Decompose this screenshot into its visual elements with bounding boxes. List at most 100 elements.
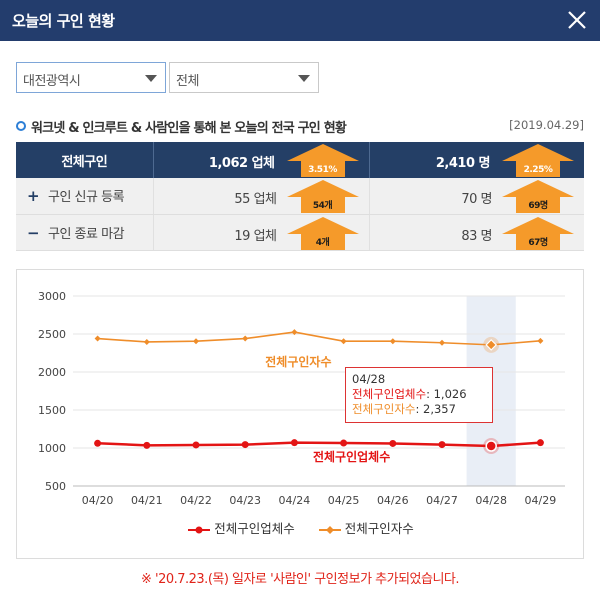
new-people-cell: 70 명 69명 (369, 178, 584, 215)
y-tick-label: 1500 (38, 404, 66, 417)
up-arrow-icon: 2.25% (502, 144, 574, 177)
data-point (438, 441, 446, 449)
closed-companies: 19 업체 (234, 228, 277, 244)
data-point (242, 335, 249, 342)
x-tick-label: 04/24 (279, 494, 311, 507)
new-companies-delta: 54개 (312, 201, 333, 211)
data-point (537, 337, 544, 344)
line-chart-plot: 3000 2500 2000 1500 1000 500 04/20 04/21 04/22 04… (38, 290, 565, 507)
new-companies: 55 업체 (234, 192, 277, 207)
series-annotation-people: 전체구인자수 (265, 354, 331, 369)
total-companies-cell: 1,062 업체 3.51% (153, 142, 370, 178)
data-point (94, 335, 101, 342)
x-tick-label: 04/25 (328, 494, 360, 507)
closed-people: 83 명 (461, 228, 492, 244)
row-label-closed: − 구인 종료 마감 (16, 214, 154, 251)
x-tick-label: 04/20 (82, 494, 114, 507)
section-title: 워크넷 & 인크루트 & 사람인을 통해 본 오늘의 전국 구인 현황 (31, 121, 347, 136)
total-people-cell: 2,410 명 2.25% (369, 142, 584, 178)
data-point (94, 439, 102, 447)
x-tick-label: 04/26 (377, 494, 409, 507)
region-select[interactable]: 대전광역시 (16, 62, 166, 93)
region-select-value: 대전광역시 (23, 74, 81, 89)
type-select[interactable]: 전체 (169, 62, 319, 93)
row-label-new: + 구인 신규 등록 (16, 178, 154, 215)
report-date: [2019.04.29] (509, 118, 584, 132)
type-select-value: 전체 (176, 74, 199, 89)
section-header: 워크넷 & 인크루트 & 사람인을 통해 본 오늘의 전국 구인 현황 [201… (16, 117, 584, 136)
row-label-text: 구인 신규 등록 (48, 190, 125, 206)
chart-tooltip: 04/28 전체구인업체수: 1,026 전체구인자수: 2,357 (345, 367, 493, 423)
table-row: + 구인 신규 등록 55 업체 54개 70 명 69명 (16, 178, 584, 215)
trend-chart: 3000 2500 2000 1500 1000 500 04/20 04/21 04/22 04… (16, 269, 584, 559)
closed-companies-delta: 4개 (315, 237, 330, 248)
total-people: 2,410 명 (435, 156, 491, 171)
x-tick-label: 04/23 (229, 494, 261, 507)
table-row: − 구인 종료 마감 19 업체 4개 83 명 67명 (16, 214, 584, 251)
new-companies-cell: 55 업체 54개 (153, 178, 370, 215)
up-arrow-icon: 67명 (502, 216, 574, 250)
close-icon[interactable] (562, 5, 592, 35)
up-arrow-icon: 4개 (286, 216, 359, 250)
up-arrow-icon: 54개 (286, 180, 359, 213)
x-tick-label: 04/22 (180, 494, 212, 507)
total-label: 전체구인 (16, 142, 154, 178)
minus-icon: − (26, 223, 40, 242)
y-tick-label: 2000 (38, 366, 66, 379)
data-point (192, 441, 200, 449)
data-point (193, 338, 199, 345)
data-point (143, 338, 150, 345)
new-people-delta: 69명 (528, 201, 548, 211)
y-tick-label: 1000 (38, 442, 66, 455)
series-line-1 (97, 441, 541, 448)
chevron-down-icon (145, 75, 157, 82)
bullet-ring-icon (16, 121, 26, 131)
notice-text: ※ '20.7.23.(목) 일자로 '사람인' 구인정보가 추가되었습니다. (140, 572, 460, 587)
legend-item-companies[interactable]: 전체구인업체수 (188, 518, 295, 537)
data-point (241, 441, 249, 449)
series-annotation-companies: 전체구인업체수 (313, 449, 390, 464)
tooltip-label-2: 전체구인자수 (352, 402, 416, 416)
data-point (389, 338, 396, 345)
x-tick-label: 04/28 (475, 494, 507, 507)
closed-people-cell: 83 명 67명 (369, 214, 584, 251)
data-point (485, 339, 498, 351)
tooltip-value-2: 2,357 (423, 402, 456, 416)
data-point (290, 439, 298, 447)
total-people-pct: 2.25% (523, 165, 553, 175)
table-header-row: 전체구인 1,062 업체 3.51% 2,410 명 2.25% (16, 142, 584, 178)
up-arrow-icon: 69명 (502, 180, 574, 213)
data-point (389, 439, 397, 447)
row-label-text: 구인 종료 마감 (48, 226, 125, 242)
series-line-2 (97, 331, 541, 346)
tooltip-date: 04/28 (352, 372, 386, 386)
legend-label: 전체구인업체수 (214, 521, 295, 536)
x-tick-label: 04/21 (131, 494, 163, 507)
chart-legend: 전체구인업체수 전체구인자수 (17, 518, 585, 537)
legend-label: 전체구인자수 (344, 521, 414, 536)
data-point (143, 441, 151, 449)
total-companies: 1,062 업체 (208, 156, 275, 171)
up-arrow-icon: 3.51% (286, 144, 359, 177)
data-point (340, 338, 347, 345)
data-point (340, 439, 348, 447)
closed-companies-cell: 19 업체 4개 (153, 214, 370, 251)
data-point (485, 440, 497, 452)
y-tick-label: 2500 (38, 328, 66, 341)
data-point (439, 339, 445, 346)
y-tick-label: 3000 (38, 290, 66, 303)
data-point (291, 329, 298, 336)
closed-people-delta: 67명 (528, 237, 548, 248)
chevron-down-icon (298, 75, 310, 82)
x-tick-label: 04/29 (525, 494, 557, 507)
title-bar: 오늘의 구인 현황 (0, 0, 600, 41)
tooltip-label-1: 전체구인업체수 (352, 387, 427, 401)
plus-icon: + (26, 187, 40, 206)
new-people: 70 명 (461, 192, 492, 207)
tooltip-value-1: 1,026 (433, 387, 467, 401)
data-point (536, 439, 544, 447)
job-summary-table: 전체구인 1,062 업체 3.51% 2,410 명 2.25% + 구인 신규… (16, 142, 584, 251)
legend-item-people[interactable]: 전체구인자수 (318, 518, 414, 537)
x-tick-label: 04/27 (426, 494, 458, 507)
window-title: 오늘의 구인 현황 (12, 12, 115, 30)
